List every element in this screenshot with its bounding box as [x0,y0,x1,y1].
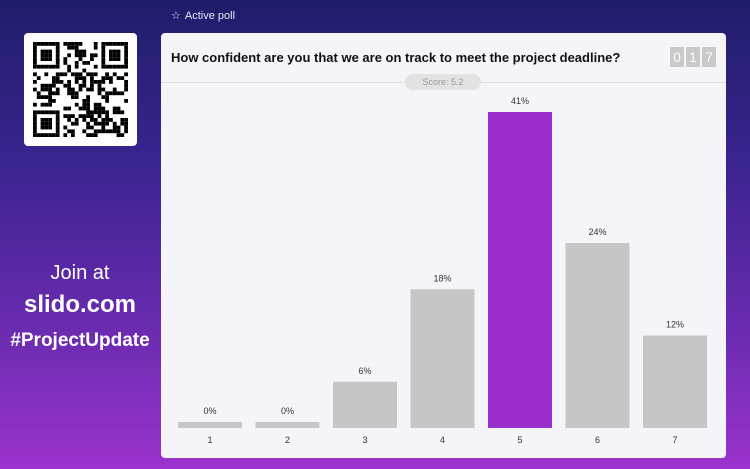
qr-code [24,33,137,146]
score-badge: Score: 5.2 [405,74,481,90]
data-label: 0% [203,406,216,416]
data-label: 18% [433,273,451,283]
category-label: 6 [595,435,600,445]
data-label: 0% [281,406,294,416]
qr-code-image [33,42,128,137]
counter-digit: 0 [670,47,684,67]
bar-4 [410,289,475,428]
counter-digit: 7 [702,47,716,67]
bar-6 [565,243,630,428]
bar-1 [178,422,242,428]
category-label: 7 [672,435,677,445]
bar-2 [255,422,320,428]
bar-3 [333,381,397,428]
poll-question: How confident are you that we are on tra… [171,50,621,65]
category-label: 1 [207,435,212,445]
category-label: 3 [362,435,367,445]
participant-counter: 0 1 7 [670,47,716,67]
data-label: 41% [511,96,529,106]
bar-7 [643,335,707,428]
join-url[interactable]: slido.com [23,291,137,318]
category-label: 2 [285,435,290,445]
counter-digit: 1 [686,47,700,67]
data-label: 12% [666,320,684,330]
data-label: 24% [588,227,606,237]
category-label: 4 [440,435,445,445]
event-code: #ProjectUpdate [10,330,150,351]
active-poll-label: ☆ Active poll [171,9,236,23]
data-label: 6% [358,366,371,376]
category-label: 5 [517,435,522,445]
bar-5 [488,112,552,428]
star-icon: ☆ [171,10,181,22]
join-label: Join at [50,262,110,284]
